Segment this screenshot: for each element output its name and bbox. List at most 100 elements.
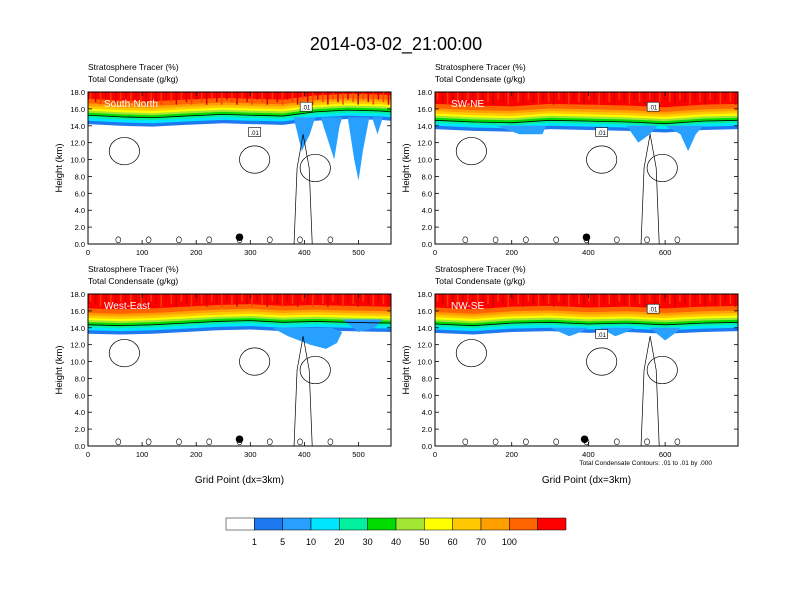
location-marker [235,435,244,444]
y-tick-label: 16.0 [70,105,85,114]
plot-area: .01 .01 [435,294,738,446]
tracer-intrusion [496,125,547,135]
y-tick-label: 16.0 [70,307,85,316]
y-tick-label: 8.0 [422,172,432,181]
tracer-intrusion [372,117,383,135]
condensate-contour [206,236,212,244]
plot-frame [87,293,392,447]
condensate-contour [239,145,271,174]
panel-sw-ne: .01 .01 0.0 2.0 4.0 6.0 8.0 10.0 12.0 14.0 16.0 18.… [401,62,739,257]
plot-frame [87,91,392,245]
contour-label-box [646,303,660,314]
condensate-contour [108,339,140,368]
plot-area: .01 .01 [88,92,391,244]
y-tick-label: 8.0 [75,172,85,181]
condensate-contour [553,236,560,244]
condensate-contour [586,347,618,376]
y-tick-label: 12.0 [417,341,432,350]
condensate-contour [327,438,334,446]
colorbar-cell [310,517,340,531]
colorbar-label: 40 [391,537,401,547]
x-tick-label: 400 [582,248,595,257]
y-tick-label: 10.0 [70,358,85,367]
y-tick-label: 4.0 [75,408,85,417]
x-tick-label: 200 [190,450,203,459]
y-tick-label: 4.0 [75,206,85,215]
condensate-contour [327,236,334,244]
contour-label: .01 [250,131,259,137]
condensate-contour [108,137,140,166]
x-tick-label: 400 [582,450,595,459]
colorbar-label: 60 [448,537,458,547]
tracer-intrusion [293,117,316,152]
tracer-intrusion [599,327,635,337]
tracer-band [435,92,738,108]
contour-label: .01 [649,106,658,112]
plot-frame [434,91,739,245]
y-tick-label: 18.0 [70,290,85,299]
y-tick-label: 14.0 [70,122,85,131]
colorbar-label: 5 [280,537,285,547]
y-axis-label: Height (km) [54,143,65,192]
condensate-contour [674,236,681,244]
condensate-contour [455,137,487,166]
tracer-intrusion [649,327,681,341]
condensate-contour [88,109,391,119]
colorbar-label: 1 [252,537,257,547]
colorbar-label: 70 [476,537,486,547]
condensate-contour [239,347,271,376]
condensate-contour [206,438,212,446]
tracer-band [435,294,738,310]
y-tick-label: 2.0 [422,425,432,434]
condensate-contour [266,438,273,446]
colorbar-label: 30 [363,537,373,547]
condensate-contour [644,438,650,446]
tracer-intrusion [271,327,343,349]
y-axis-label: Height (km) [54,345,65,394]
colorbar-cell [339,517,368,531]
condensate-contour [435,119,738,125]
condensate-contour [640,134,660,244]
colorbar-cell [537,517,567,531]
x-tick-label: 100 [136,450,149,459]
tracer-intrusion [550,327,589,337]
y-tick-label: 18.0 [417,290,432,299]
panels: .01 .01 0.0 2.0 4.0 6.0 8.0 10.0 12.0 14.0 16.0 18.… [54,62,739,486]
y-tick-label: 0.0 [75,442,85,451]
tracer-intrusion [347,117,370,181]
panel-header-tracer: Stratosphere Tracer (%) [435,62,526,72]
y-tick-label: 6.0 [75,189,85,198]
x-tick-label: 500 [352,248,365,257]
condensate-contour [115,236,122,244]
y-tick-label: 0.0 [75,240,85,249]
location-marker [582,233,591,242]
condensate-contour [523,236,529,244]
condensate-contour [492,438,499,446]
condensate-contour [115,438,122,446]
colorbar-cell [254,517,283,531]
y-tick-label: 16.0 [417,307,432,316]
condensate-contour [646,355,678,385]
condensate-contour [553,438,560,446]
panel-header-tracer: Stratosphere Tracer (%) [88,62,179,72]
condensate-contour [462,236,469,244]
contour-label-box [595,127,608,137]
x-axis-label: Grid Point (dx=3km) [542,475,631,486]
y-tick-label: 18.0 [70,88,85,97]
y-tick-label: 0.0 [422,442,432,451]
contour-label-box [248,127,261,137]
condensate-contour [297,236,303,244]
plot-frame [434,293,739,447]
y-tick-label: 12.0 [70,139,85,148]
condensate-contour [646,153,678,183]
y-tick-label: 6.0 [422,189,432,198]
y-tick-label: 6.0 [422,391,432,400]
condensate-contour [299,355,331,385]
tracer-intrusion [626,125,658,143]
panel-header-tracer: Stratosphere Tracer (%) [88,264,179,274]
condensate-contour [88,320,391,327]
x-axis-label: Grid Point (dx=3km) [195,475,284,486]
y-tick-label: 6.0 [75,391,85,400]
condensate-contour [176,236,182,244]
condensate-contour [613,438,620,446]
